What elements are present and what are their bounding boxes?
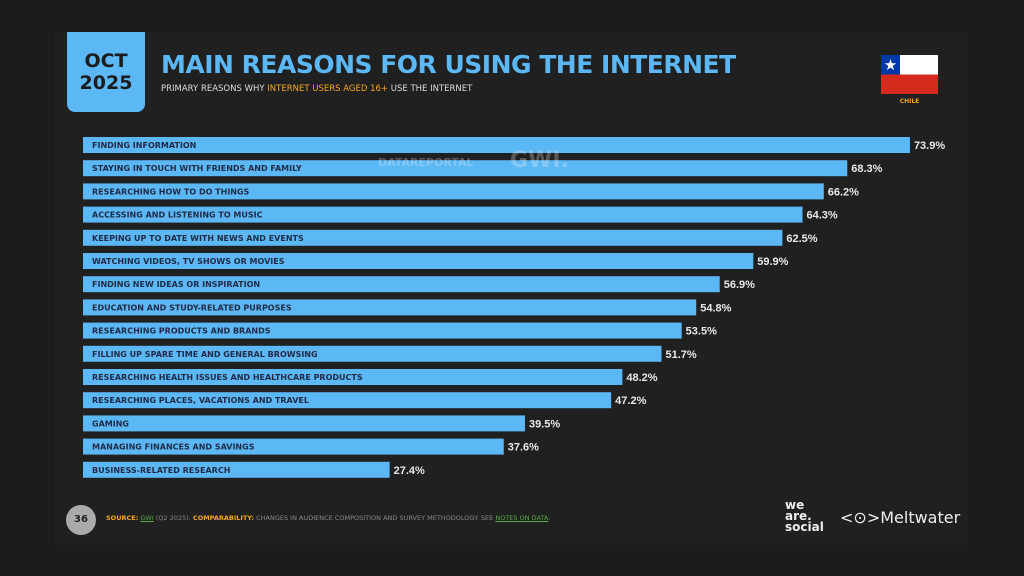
notes-on-data-link[interactable]: NOTES ON DATA <box>495 514 549 522</box>
value-label: 56.9% <box>724 279 755 291</box>
bar-label: RESEARCHING HOW TO DO THINGS <box>92 187 250 196</box>
bar <box>83 369 623 385</box>
source-date: (Q2 2025). <box>153 514 193 522</box>
value-label: 59.9% <box>757 256 788 268</box>
value-label: 66.2% <box>828 186 859 198</box>
bar-label: STAYING IN TOUCH WITH FRIENDS AND FAMILY <box>92 164 302 173</box>
value-label: 64.3% <box>807 210 838 222</box>
country-label: CHILE <box>899 98 920 105</box>
date-month: OCT <box>84 50 128 72</box>
bar-label: RESEARCHING PRODUCTS AND BRANDS <box>92 327 271 336</box>
bar-label: ACCESSING AND LISTENING TO MUSIC <box>92 211 263 220</box>
subtitle-pre: PRIMARY REASONS WHY <box>161 84 268 94</box>
value-label: 53.5% <box>686 326 717 338</box>
bar <box>83 206 803 223</box>
page-number: 36 <box>66 505 96 535</box>
bar <box>83 322 682 339</box>
bar <box>83 183 824 200</box>
gwi-watermark: GWI. <box>510 148 569 173</box>
value-label: 37.6% <box>508 442 539 454</box>
bar <box>83 253 754 269</box>
bar-label: BUSINESS-RELATED RESEARCH <box>92 466 230 475</box>
bar <box>83 392 612 409</box>
source-label: SOURCE: <box>106 514 139 522</box>
bar-label: RESEARCHING HEALTH ISSUES AND HEALTHCARE… <box>92 373 363 382</box>
value-label: 54.8% <box>700 302 731 314</box>
comparability-text: CHANGES IN AUDIENCE COMPOSITION AND SURV… <box>254 514 496 522</box>
value-label: 47.2% <box>615 395 646 407</box>
bar-label: RESEARCHING PLACES, VACATIONS AND TRAVEL <box>92 396 309 405</box>
bar <box>83 276 720 293</box>
datareportal-watermark: DATAREPORTAL <box>378 156 474 169</box>
subtitle-post: USE THE INTERNET <box>388 84 473 94</box>
value-label: 62.5% <box>786 233 817 245</box>
footer-end: . <box>548 514 551 522</box>
subtitle: PRIMARY REASONS WHY INTERNET USERS AGED … <box>161 84 472 94</box>
value-label: 27.4% <box>394 465 425 477</box>
bar-label: MANAGING FINANCES AND SAVINGS <box>92 443 255 452</box>
subtitle-highlight: INTERNET USERS AGED 16+ <box>267 84 389 94</box>
bar <box>83 438 504 455</box>
date-year: 2025 <box>79 72 133 94</box>
bar <box>83 415 526 432</box>
page-title: MAIN REASONS FOR USING THE INTERNET <box>161 50 736 79</box>
value-label: 73.9% <box>914 140 945 152</box>
comparability-label: COMPARABILITY: <box>192 514 255 522</box>
value-label: 51.7% <box>666 349 697 361</box>
chile-flag-icon <box>881 55 938 94</box>
bar-label: FILLING UP SPARE TIME AND GENERAL BROWSI… <box>92 350 318 359</box>
bar <box>83 137 910 153</box>
date-badge: OCT 2025 <box>67 32 145 112</box>
bar <box>83 160 848 177</box>
bar <box>83 461 390 478</box>
footer-source: SOURCE: GWI (Q2 2025). COMPARABILITY: CH… <box>106 514 550 522</box>
source-link[interactable]: GWI <box>140 514 154 522</box>
bar <box>83 299 697 316</box>
bar <box>83 229 783 246</box>
meltwater-logo: <⊙>Meltwater <box>840 508 961 527</box>
bar-label: WATCHING VIDEOS, TV SHOWS OR MOVIES <box>92 257 285 266</box>
bar-label: FINDING NEW IDEAS OR INSPIRATION <box>92 280 260 289</box>
value-label: 39.5% <box>529 418 560 430</box>
bar <box>83 345 662 362</box>
we-are-social-logo: we are. social <box>785 498 824 534</box>
value-label: 68.3% <box>851 163 882 175</box>
value-label: 48.2% <box>626 372 657 384</box>
meltwater-icon: <⊙> <box>840 508 881 527</box>
bar-label: KEEPING UP TO DATE WITH NEWS AND EVENTS <box>92 234 304 243</box>
bar-label: EDUCATION AND STUDY-RELATED PURPOSES <box>92 303 292 312</box>
bar-label: GAMING <box>92 419 129 428</box>
bar-label: FINDING INFORMATION <box>92 141 196 150</box>
